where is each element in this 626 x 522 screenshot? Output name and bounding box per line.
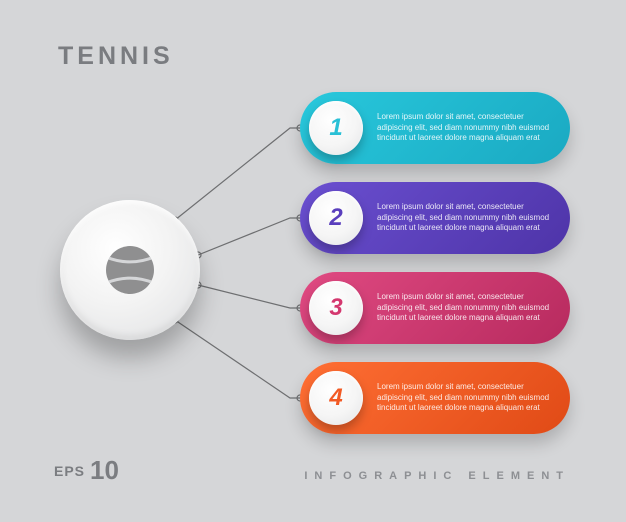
item-description: Lorem ipsum dolor sit amet, consectetuer… [363, 112, 570, 144]
item-number-badge: 1 [309, 101, 363, 155]
info-item-3: 3Lorem ipsum dolor sit amet, consectetue… [300, 272, 570, 344]
info-item-1: 1Lorem ipsum dolor sit amet, consectetue… [300, 92, 570, 164]
info-item-4: 4Lorem ipsum dolor sit amet, consectetue… [300, 362, 570, 434]
item-number-badge: 2 [309, 191, 363, 245]
item-description: Lorem ipsum dolor sit amet, consectetuer… [363, 292, 570, 324]
page-title: TENNIS [58, 42, 174, 71]
footer-caption: INFOGRAPHIC ELEMENT [304, 470, 570, 482]
tennis-ball-icon [100, 240, 160, 300]
eps-badge: EPS 10 [54, 455, 119, 486]
item-number-badge: 3 [309, 281, 363, 335]
eps-number: 10 [90, 455, 119, 486]
item-description: Lorem ipsum dolor sit amet, consectetuer… [363, 382, 570, 414]
item-description: Lorem ipsum dolor sit amet, consectetuer… [363, 202, 570, 234]
info-item-2: 2Lorem ipsum dolor sit amet, consectetue… [300, 182, 570, 254]
hub-circle [60, 200, 200, 340]
eps-label: EPS [54, 463, 85, 479]
item-number-badge: 4 [309, 371, 363, 425]
